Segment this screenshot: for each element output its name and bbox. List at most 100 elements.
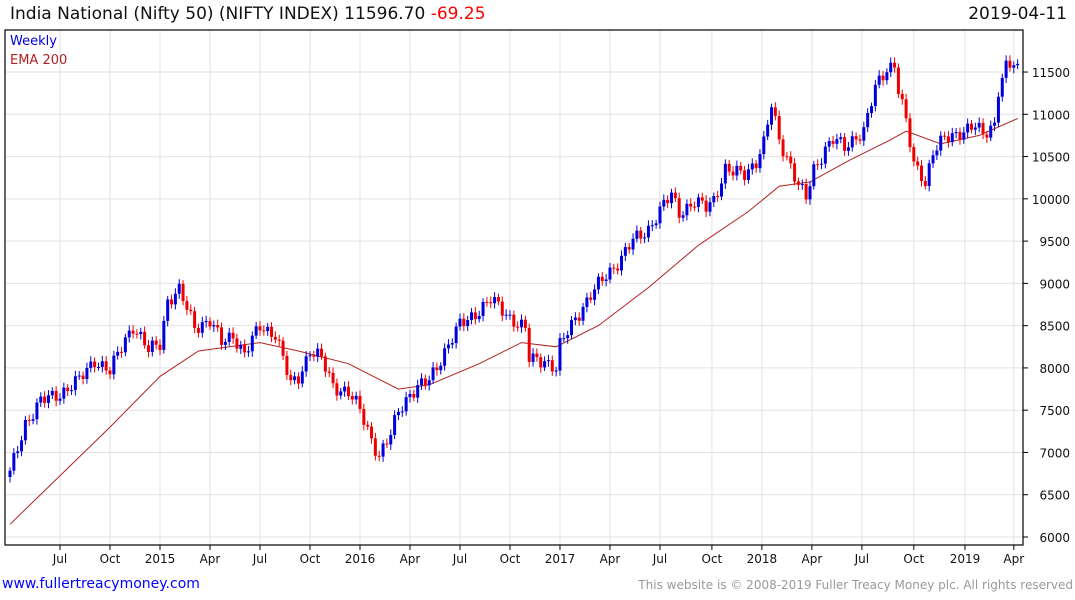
- candle: [377, 450, 381, 462]
- candle: [835, 133, 839, 150]
- candle-body: [131, 330, 135, 334]
- candle-body: [623, 247, 627, 256]
- candle: [973, 122, 977, 136]
- candle: [58, 393, 62, 405]
- candle-body: [420, 378, 424, 386]
- candle-body: [900, 93, 904, 100]
- candle: [831, 135, 835, 148]
- candle-body: [912, 147, 916, 162]
- candle-body: [277, 339, 281, 341]
- candle: [173, 288, 177, 310]
- candle-body: [666, 199, 670, 204]
- candle-body: [581, 306, 585, 321]
- candle: [866, 108, 870, 132]
- candle: [635, 225, 639, 243]
- candle: [504, 309, 508, 320]
- candle: [793, 158, 797, 186]
- website-link[interactable]: www.fullertreacymoney.com: [2, 576, 200, 592]
- candle-body: [43, 396, 47, 403]
- candle-body: [643, 237, 647, 239]
- candle-body: [320, 348, 324, 357]
- candle: [554, 366, 558, 377]
- candle: [466, 315, 470, 331]
- candle-body: [954, 131, 958, 134]
- y-axis: 6000 6500 7000 7500 8000 8500 9000 9500 10000 105…: [1023, 66, 1070, 545]
- candle: [196, 323, 200, 338]
- candle-body: [512, 314, 516, 327]
- candle-body: [935, 150, 939, 156]
- candle: [473, 306, 477, 325]
- candle-body: [154, 340, 158, 345]
- candle-body: [73, 376, 77, 391]
- candle-body: [712, 196, 716, 203]
- candle: [370, 422, 374, 444]
- candle: [881, 71, 885, 86]
- candle: [546, 354, 550, 367]
- candle: [896, 63, 900, 98]
- candle: [427, 375, 431, 391]
- x-tick-label: 2016: [345, 552, 376, 566]
- candle: [20, 435, 24, 457]
- candle-body: [677, 198, 681, 218]
- candle-body: [635, 230, 639, 239]
- candle-body: [531, 353, 535, 362]
- candle: [573, 312, 577, 326]
- candle-body: [93, 361, 97, 368]
- candle-body: [135, 333, 139, 335]
- candle-body: [270, 326, 274, 337]
- candle: [893, 57, 897, 73]
- candle: [612, 263, 616, 275]
- candle: [639, 226, 643, 244]
- candle: [170, 294, 174, 309]
- copyright-notice: This website is © 2008-2019 Fuller Treac…: [638, 578, 1073, 592]
- x-tick-label: Apr: [1003, 552, 1024, 566]
- candle: [104, 356, 108, 375]
- candle-body: [100, 361, 104, 368]
- candle-body: [350, 396, 354, 400]
- candle: [766, 119, 770, 141]
- candle-body: [212, 325, 216, 327]
- y-tick-label: 9500: [1039, 235, 1070, 249]
- title-text: India National (Nifty 50) (NIFTY INDEX) …: [10, 4, 426, 24]
- candle-body: [770, 107, 774, 125]
- candle: [846, 141, 850, 156]
- candle-body: [308, 355, 312, 357]
- candle: [789, 151, 793, 169]
- candle-body: [412, 393, 416, 398]
- plot-frame: [4, 29, 1024, 546]
- x-tick-label: Oct: [903, 552, 924, 566]
- candle: [531, 348, 535, 367]
- candle-body: [266, 326, 270, 332]
- candle: [650, 220, 654, 232]
- candle-body: [489, 302, 493, 304]
- candle: [681, 211, 685, 222]
- candle-body: [827, 141, 831, 147]
- candle: [912, 143, 916, 167]
- candle: [35, 398, 39, 425]
- candle: [935, 145, 939, 161]
- candle-body: [312, 355, 316, 357]
- candle-body: [335, 383, 339, 396]
- candle-body: [727, 163, 731, 172]
- candle-body: [920, 165, 924, 182]
- candle: [646, 220, 650, 242]
- candle-body: [150, 340, 154, 352]
- candle-body: [39, 396, 43, 403]
- candle: [850, 130, 854, 152]
- candle-body: [612, 267, 616, 269]
- candle-body: [904, 99, 908, 119]
- candle: [393, 410, 397, 440]
- candle-body: [777, 116, 781, 140]
- candle: [385, 438, 389, 449]
- candle-body: [931, 155, 935, 164]
- candle: [689, 198, 693, 212]
- candle-body: [120, 351, 124, 353]
- y-tick-label: 7000: [1039, 446, 1070, 460]
- candle-body: [327, 371, 331, 373]
- candle: [908, 113, 912, 153]
- candle: [796, 177, 800, 191]
- candle-body: [20, 440, 24, 452]
- price-change: -69.25: [430, 4, 486, 24]
- candle-body: [916, 161, 920, 166]
- candle-body: [408, 393, 412, 398]
